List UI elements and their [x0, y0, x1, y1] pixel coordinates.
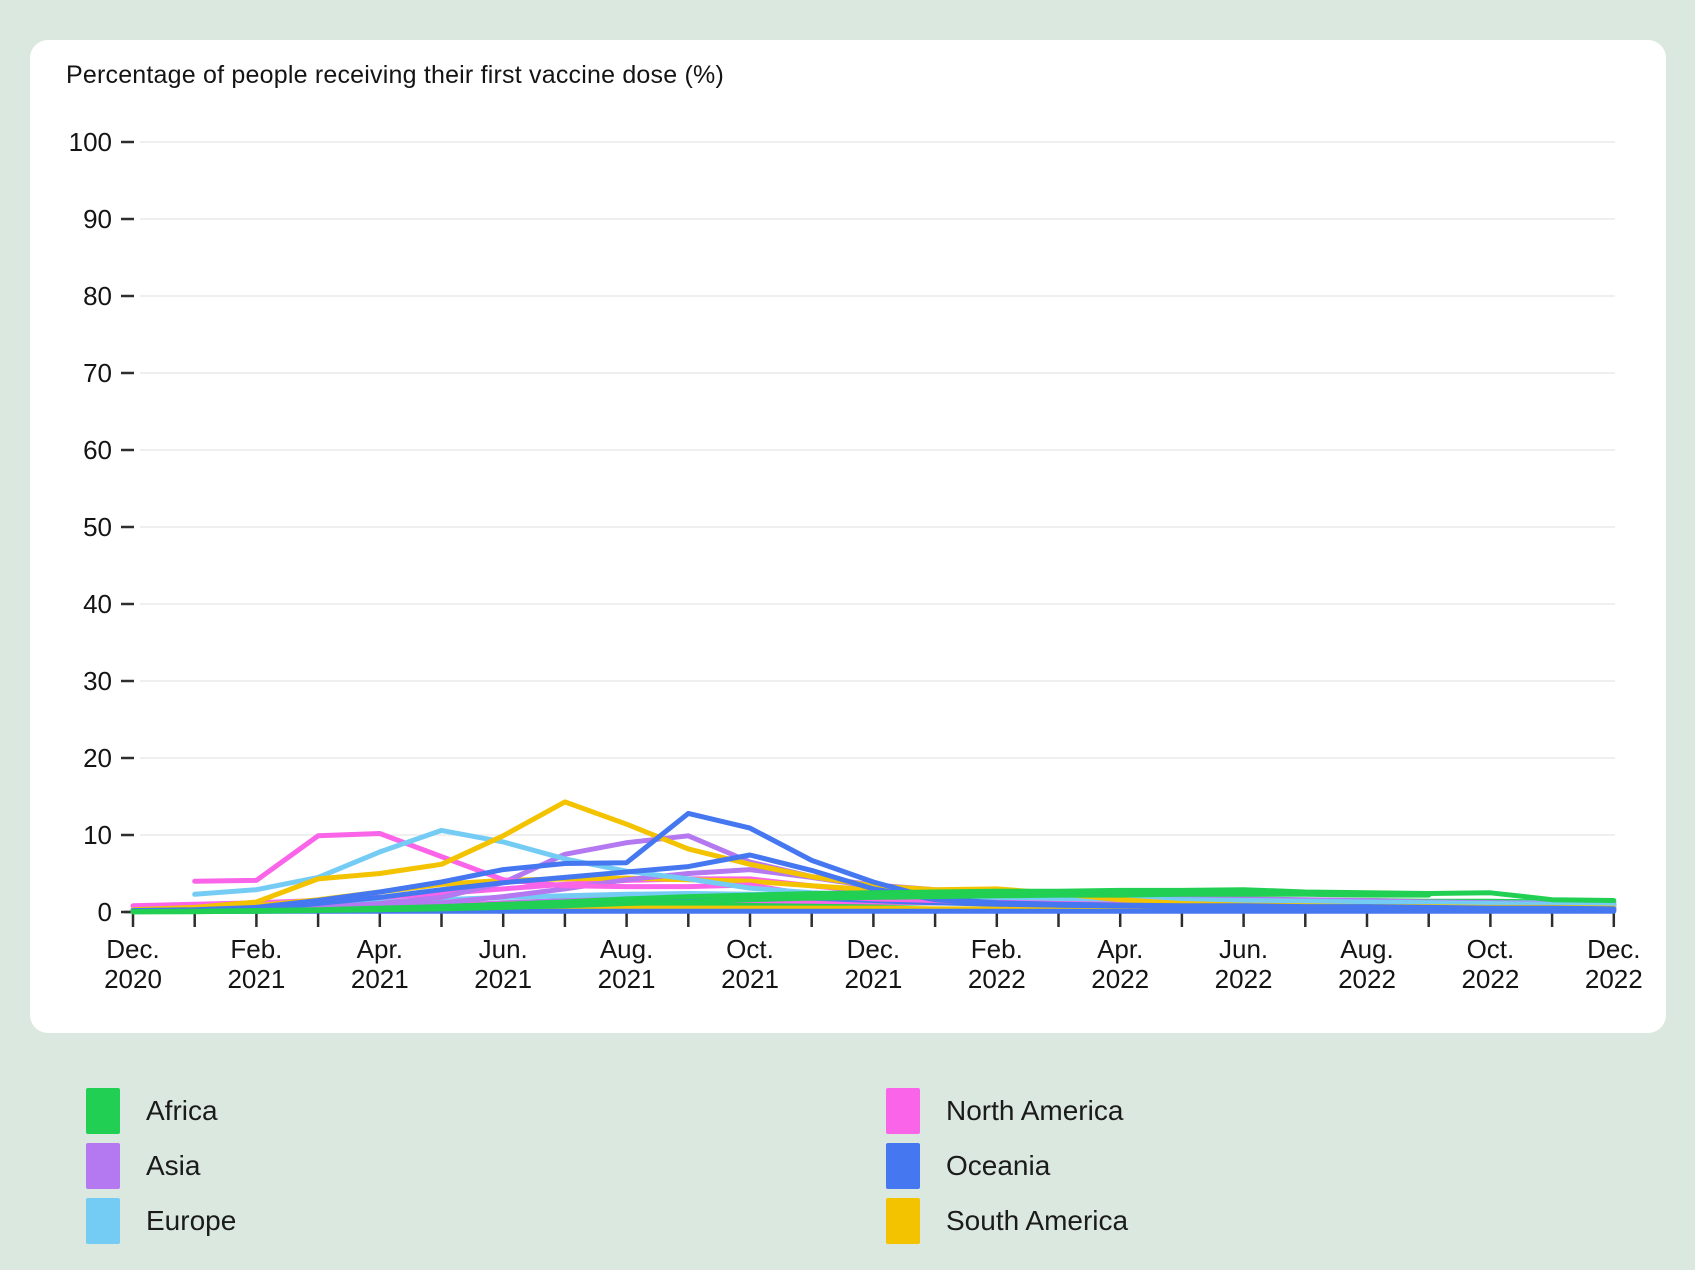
- legend-swatch-south-america: [886, 1198, 920, 1244]
- series-line-africa: [130, 887, 1617, 915]
- legend-label-south-america: South America: [946, 1205, 1129, 1236]
- legend-item-asia: Asia: [86, 1143, 236, 1189]
- series-lines: [130, 799, 1617, 915]
- y-axis-label: 80: [83, 281, 112, 311]
- y-axis-label: 90: [83, 204, 112, 234]
- series-line-oceania: [130, 810, 1617, 913]
- y-axis-label: 20: [83, 743, 112, 773]
- chart-title: Percentage of people receiving their fir…: [66, 61, 724, 89]
- legend-column-right: North America Oceania South America: [886, 1088, 1128, 1244]
- x-axis-label: Apr. 2022: [1091, 934, 1149, 994]
- x-axis-label: Aug. 2021: [598, 934, 656, 994]
- y-axis-label: 50: [83, 512, 112, 542]
- legend-swatch-africa: [86, 1088, 120, 1134]
- x-axis-label: Feb. 2021: [227, 934, 285, 994]
- legend-swatch-europe: [86, 1198, 120, 1244]
- x-axis-label: Dec. 2022: [1585, 934, 1643, 994]
- x-axis-label: Dec. 2020: [104, 934, 162, 994]
- legend-column-left: Africa Asia Europe: [86, 1088, 236, 1244]
- x-axis-label: Aug. 2022: [1338, 934, 1396, 994]
- x-axis-label: Feb. 2022: [968, 934, 1026, 994]
- y-axis-label: 70: [83, 358, 112, 388]
- legend-label-europe: Europe: [146, 1205, 237, 1236]
- y-axis-label: 100: [69, 127, 112, 157]
- legend-item-north-america: North America: [886, 1088, 1128, 1134]
- legend-label-north-america: North America: [946, 1095, 1124, 1126]
- x-axis-label: Oct. 2022: [1461, 934, 1519, 994]
- x-axis-label: Apr. 2021: [351, 934, 409, 994]
- legend-label-africa: Africa: [146, 1095, 218, 1126]
- legend-swatch-oceania: [886, 1143, 920, 1189]
- x-axis-label: Jun. 2022: [1215, 934, 1273, 994]
- y-axis-label: 30: [83, 666, 112, 696]
- y-axis-label: 60: [83, 435, 112, 465]
- x-axis-label: Oct. 2021: [721, 934, 779, 994]
- legend-item-south-america: South America: [886, 1198, 1128, 1244]
- y-axis-label: 10: [83, 820, 112, 850]
- y-gridlines: [140, 141, 1615, 836]
- legend-label-asia: Asia: [146, 1150, 201, 1181]
- legend-item-oceania: Oceania: [886, 1143, 1128, 1189]
- legend-item-africa: Africa: [86, 1088, 236, 1134]
- x-axis-label: Jun. 2021: [474, 934, 532, 994]
- legend-swatch-asia: [86, 1143, 120, 1189]
- legend-item-europe: Europe: [86, 1198, 236, 1244]
- legend-swatch-north-america: [886, 1088, 920, 1134]
- y-axis-label: 40: [83, 589, 112, 619]
- y-axis-label: 0: [98, 897, 112, 927]
- legend-label-oceania: Oceania: [946, 1150, 1051, 1181]
- chart-card: [30, 40, 1666, 1033]
- y-axis: 0 10 20 30 40 50 60 70 80 90 100: [69, 127, 134, 927]
- x-axis-label: Dec. 2021: [844, 934, 902, 994]
- x-axis: Dec. 2020 Feb. 2021 Apr. 2021 Jun. 2021 Aug. 2021…: [104, 910, 1643, 994]
